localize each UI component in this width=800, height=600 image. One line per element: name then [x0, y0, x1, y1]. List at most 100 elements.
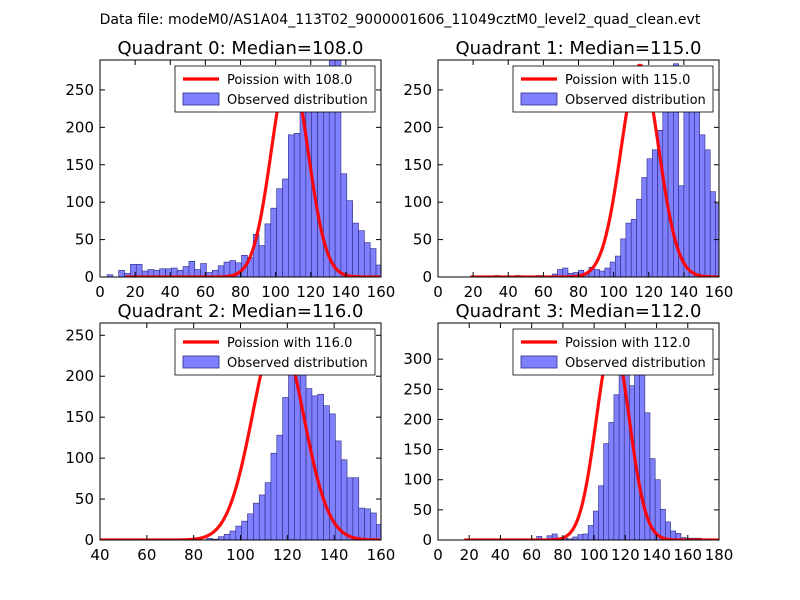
- hist-bar: [276, 188, 283, 277]
- hist-bar: [608, 422, 615, 540]
- hist-bar: [370, 512, 377, 540]
- chart-panel-3: 0 20 40 60 80 100 120 140 160 1800501001502002503…: [403, 301, 733, 564]
- legend: Poission with 115.0 Observed distribution: [512, 65, 714, 113]
- hist-bar: [630, 219, 637, 277]
- hist-bar: [715, 203, 719, 277]
- legend-line-label: Poission with 116.0: [227, 336, 352, 351]
- hist-bar: [358, 230, 365, 277]
- hist-bar: [264, 482, 272, 540]
- hist-bar: [594, 269, 600, 277]
- hist-bar: [629, 385, 635, 540]
- y-tick-label: 150: [403, 156, 432, 174]
- hist-bar: [352, 477, 360, 540]
- x-tick-label: 120: [634, 283, 663, 301]
- legend-hist-swatch: [520, 355, 558, 369]
- legend-line-label: Poission with 108.0: [227, 73, 352, 88]
- y-tick-label: 0: [84, 531, 94, 549]
- legend-line-label: Poission with 115.0: [565, 73, 690, 88]
- hist-bar: [293, 133, 301, 277]
- hist-bar: [562, 267, 569, 277]
- panel-title: Quadrant 2: Median=116.0: [118, 301, 364, 322]
- hist-bar: [742, 264, 747, 277]
- legend: Poission with 108.0 Observed distribution: [174, 65, 376, 113]
- legend-hist-swatch: [182, 355, 220, 369]
- x-tick-label: 180: [705, 546, 734, 564]
- hist-bar: [694, 98, 700, 277]
- y-tick-label: 100: [403, 193, 432, 211]
- x-tick-label: 40: [491, 546, 510, 564]
- hist-bar: [639, 369, 646, 540]
- hist-bar: [551, 533, 558, 540]
- hist-bar: [135, 263, 143, 277]
- y-tick-label: 150: [65, 156, 94, 174]
- hist-bar: [394, 532, 400, 540]
- hist-bar: [258, 494, 266, 540]
- y-tick-label: 250: [403, 380, 432, 398]
- hist-bar: [699, 134, 706, 277]
- legend-hist-label: Observed distribution: [227, 93, 368, 108]
- hist-bar: [394, 276, 400, 277]
- y-tick-label: 250: [65, 326, 94, 344]
- hist-bar: [352, 222, 359, 277]
- hist-bar: [673, 63, 679, 277]
- hist-bar: [599, 270, 606, 277]
- x-tick-label: 120: [296, 283, 325, 301]
- hist-bar: [577, 534, 584, 540]
- y-tick-label: 200: [65, 367, 94, 385]
- histogram-bars: [520, 357, 702, 540]
- hist-bar: [382, 525, 388, 540]
- panel-title: Quadrant 1: Median=115.0: [456, 38, 702, 59]
- hist-bar: [675, 533, 682, 540]
- hist-bar: [305, 85, 313, 277]
- hist-bar: [651, 149, 658, 277]
- hist-bar: [752, 274, 757, 277]
- hist-bar: [364, 508, 371, 540]
- x-tick-label: 100: [226, 546, 255, 564]
- hist-bar: [188, 260, 196, 277]
- hist-bar: [731, 254, 736, 277]
- hist-bar: [641, 177, 648, 277]
- chart-panel-1: 0 20 40 60 80 100 120 140 160 0 50 100 150 200 250 Quad…: [403, 38, 763, 301]
- hist-bar: [613, 394, 620, 540]
- panels: 0 20 40 60 80 100 120 140 160050100150200250Quad…: [65, 38, 763, 564]
- panel-title: Quadrant 3: Median=112.0: [456, 301, 702, 322]
- y-tick-label: 50: [413, 501, 432, 519]
- x-tick-label: 60: [196, 283, 215, 301]
- hist-bar: [747, 271, 752, 277]
- x-tick-label: 20: [464, 283, 483, 301]
- hist-bar: [634, 357, 640, 540]
- x-tick-label: 60: [522, 546, 541, 564]
- hist-bar: [620, 238, 627, 277]
- hist-bar: [323, 405, 330, 540]
- x-tick-label: 40: [90, 546, 109, 564]
- x-tick-label: 160: [705, 283, 734, 301]
- y-tick-label: 250: [65, 81, 94, 99]
- hist-bar: [270, 452, 278, 540]
- hist-bar: [406, 534, 412, 540]
- legend-line-label: Poission with 112.0: [565, 336, 690, 351]
- hist-bar: [636, 198, 643, 277]
- hist-bar: [282, 178, 289, 277]
- hist-bar: [340, 173, 348, 277]
- histogram-bars: [106, 60, 400, 277]
- x-tick-label: 100: [599, 283, 628, 301]
- hist-bar: [288, 134, 295, 277]
- hist-bar: [241, 520, 248, 540]
- poisson-line: [470, 63, 719, 277]
- hist-bar: [270, 207, 277, 277]
- x-tick-label: 80: [231, 283, 250, 301]
- hist-bar: [400, 533, 406, 540]
- histogram-bars: [478, 63, 763, 277]
- hist-bar: [758, 275, 763, 277]
- poisson-line: [125, 65, 381, 277]
- hist-bar: [223, 533, 231, 540]
- hist-bar: [229, 530, 237, 540]
- chart-panel-2: 40 60 80 100 120 140 160 0 50 100 150 200 250 Quadran…: [65, 301, 412, 564]
- hist-bar: [247, 513, 254, 540]
- legend-hist-swatch: [182, 92, 220, 106]
- x-tick-label: 20: [460, 546, 479, 564]
- x-tick-label: 40: [499, 283, 518, 301]
- y-tick-label: 50: [75, 231, 94, 249]
- x-tick-label: 160: [367, 546, 396, 564]
